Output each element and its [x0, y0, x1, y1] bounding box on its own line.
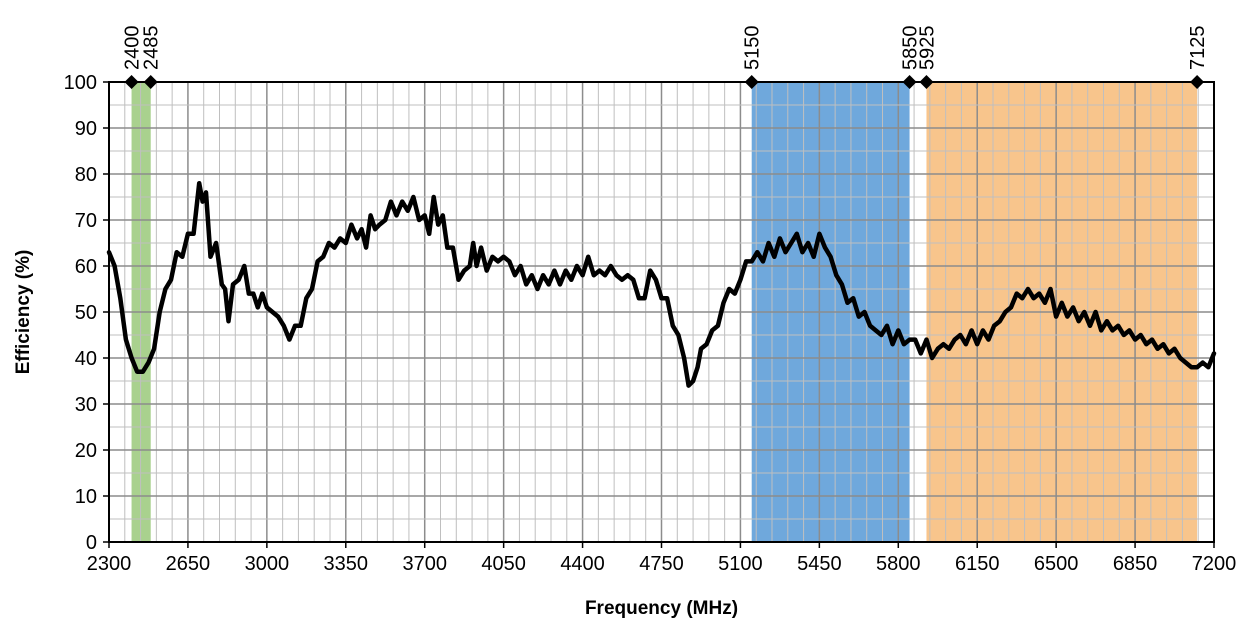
band-edge-label: 5150 [742, 26, 764, 71]
series-group [106, 180, 1217, 388]
y-tick-label: 0 [86, 532, 97, 554]
band-edge-label: 2485 [141, 26, 163, 71]
x-tick-label: 4750 [639, 553, 684, 575]
band-edge-marker [744, 75, 759, 89]
y-tick-label: 60 [75, 256, 97, 278]
band-edge-marker [902, 75, 917, 89]
x-tick-label: 4050 [481, 553, 526, 575]
band-edge-marker [1190, 75, 1205, 89]
x-tick-label: 3700 [402, 553, 447, 575]
y-tick-label: 10 [75, 486, 97, 508]
band-edge-label: 5925 [916, 26, 938, 71]
y-tick-label: 70 [75, 210, 97, 232]
x-tick-label: 6850 [1113, 553, 1158, 575]
x-tick-label: 5450 [797, 553, 842, 575]
band-edge-marker [124, 75, 139, 89]
x-tick-label: 6150 [955, 553, 1000, 575]
x-tick-label: 2300 [87, 553, 132, 575]
x-tick-label: 4400 [560, 553, 605, 575]
x-tick-label: 2650 [166, 553, 211, 575]
y-tick-label: 20 [75, 440, 97, 462]
y-axis-ticks: 0 10 20 30 40 50 60 70 80 90 100 [64, 72, 109, 554]
y-tick-label: 80 [75, 164, 97, 186]
x-axis-ticks: 2300 2650 3000 3350 3700 4050 4400 4750 5100 5450… [87, 542, 1237, 575]
x-tick-label: 5100 [718, 553, 763, 575]
band-edge-label: 2400 [122, 26, 144, 71]
band-edge-marker [919, 75, 934, 89]
band-edge-marker [143, 75, 158, 89]
y-tick-label: 50 [75, 302, 97, 324]
x-tick-label: 7200 [1192, 553, 1237, 575]
x-tick-label: 5800 [876, 553, 921, 575]
x-axis-title: Frequency (MHz) [585, 598, 738, 619]
grid [109, 82, 1214, 542]
band-edge-label: 7125 [1187, 26, 1209, 71]
x-tick-label: 3350 [324, 553, 369, 575]
efficiency-line-0 [106, 180, 1217, 388]
x-tick-label: 3000 [245, 553, 290, 575]
y-tick-label: 90 [75, 118, 97, 140]
x-tick-label: 6500 [1034, 553, 1079, 575]
band-edge-label: 5850 [900, 26, 922, 71]
y-tick-label: 40 [75, 348, 97, 370]
y-tick-label: 100 [64, 72, 97, 94]
y-tick-label: 30 [75, 394, 97, 416]
y-axis-title: Efficiency (%) [13, 250, 34, 375]
